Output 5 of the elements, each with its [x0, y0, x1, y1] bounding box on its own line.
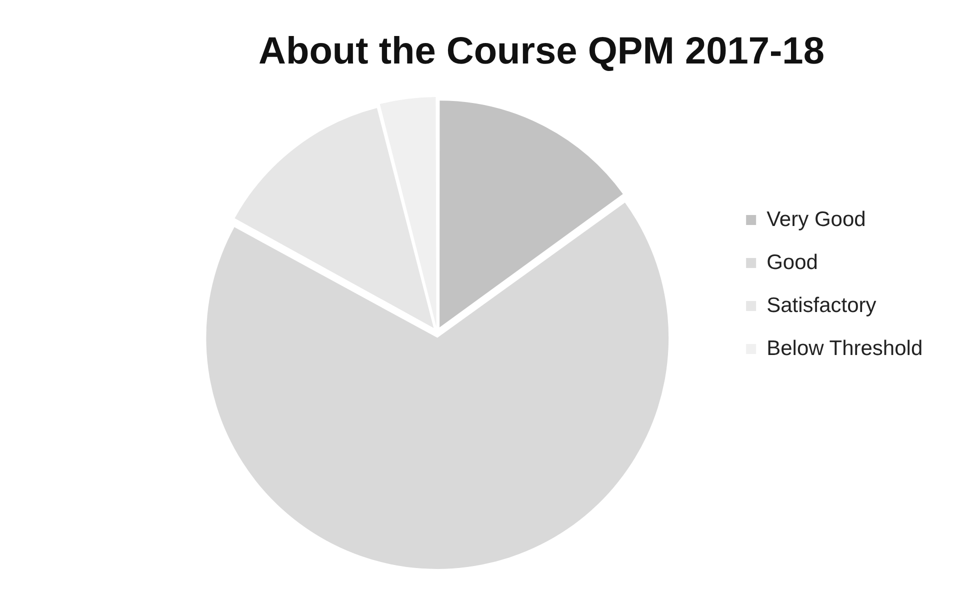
legend-label: Below Threshold	[766, 336, 923, 360]
legend-label: Good	[766, 250, 818, 274]
legend-label: Satisfactory	[766, 294, 877, 317]
chart-title: About the Course QPM 2017-18	[258, 30, 824, 72]
legend-label: Very Good	[766, 208, 866, 231]
